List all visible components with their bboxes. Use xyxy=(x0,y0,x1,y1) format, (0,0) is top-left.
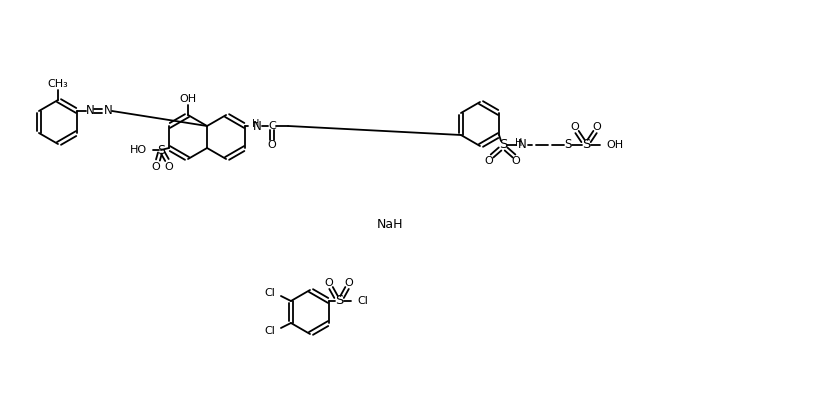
Text: CH₃: CH₃ xyxy=(47,79,69,89)
Text: NaH: NaH xyxy=(377,217,403,230)
Text: H: H xyxy=(252,119,259,129)
Text: O: O xyxy=(325,278,334,288)
Text: S: S xyxy=(157,144,165,157)
Text: N: N xyxy=(253,120,262,133)
Text: HO: HO xyxy=(130,145,147,155)
Text: N: N xyxy=(104,103,113,116)
Text: N: N xyxy=(518,138,527,151)
Text: Cl: Cl xyxy=(264,288,275,298)
Text: O: O xyxy=(268,140,277,150)
Text: N: N xyxy=(86,103,95,116)
Text: O: O xyxy=(152,162,160,172)
Text: S: S xyxy=(582,138,590,151)
Text: O: O xyxy=(570,122,579,132)
Text: C: C xyxy=(268,121,276,131)
Text: S: S xyxy=(565,138,572,151)
Text: Cl: Cl xyxy=(264,326,275,336)
Text: OH: OH xyxy=(606,140,623,150)
Text: H: H xyxy=(516,138,523,148)
Text: O: O xyxy=(592,122,601,132)
Text: Cl: Cl xyxy=(357,296,368,306)
Text: O: O xyxy=(512,156,521,166)
Text: O: O xyxy=(165,162,173,172)
Text: OH: OH xyxy=(180,94,197,104)
Text: S: S xyxy=(335,295,344,308)
Text: O: O xyxy=(485,156,494,166)
Text: S: S xyxy=(499,138,508,151)
Text: O: O xyxy=(344,278,353,288)
